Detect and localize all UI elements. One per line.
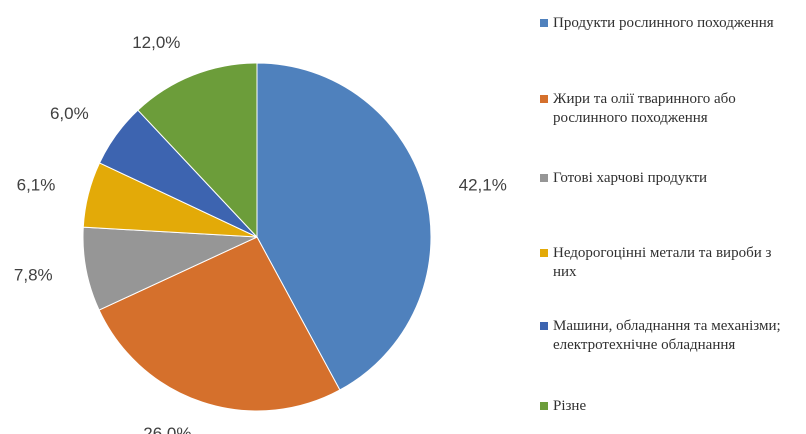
data-label: 12,0% xyxy=(132,33,180,52)
legend-swatch xyxy=(540,95,548,103)
legend-label: Жири та олії тваринного або рослинного п… xyxy=(553,91,736,126)
legend-swatch xyxy=(540,19,548,27)
legend-item: Жири та олії тваринного або рослинного п… xyxy=(540,90,790,128)
data-label: 7,8% xyxy=(14,265,53,284)
legend-item: Різне xyxy=(540,397,790,416)
legend-label: Готові харчові продукти xyxy=(553,170,708,186)
legend-swatch xyxy=(540,322,548,330)
data-label: 6,0% xyxy=(50,104,89,123)
data-label: 26.0% xyxy=(143,424,191,434)
pie-slice xyxy=(98,236,341,412)
pie-slice xyxy=(256,62,432,391)
legend-label: Різне xyxy=(553,398,587,414)
legend-label: Недорогоцінні метали та вироби з них xyxy=(553,245,772,280)
legend-item: Недорогоцінні метали та вироби з них xyxy=(540,244,790,282)
legend-swatch xyxy=(540,249,548,257)
data-label: 6,1% xyxy=(17,175,56,194)
legend-swatch xyxy=(540,174,548,182)
data-label: 42,1% xyxy=(459,175,507,194)
legend-swatch xyxy=(540,402,548,410)
legend-item: Продукти рослинного походження xyxy=(540,14,790,33)
legend-item: Машини, обладнання та механізми; електро… xyxy=(540,317,790,355)
legend-label: Продукти рослинного походження xyxy=(553,15,774,31)
legend-label: Машини, обладнання та механізми; електро… xyxy=(553,318,781,353)
legend-item: Готові харчові продукти xyxy=(540,169,790,188)
pie-slice xyxy=(137,62,258,239)
